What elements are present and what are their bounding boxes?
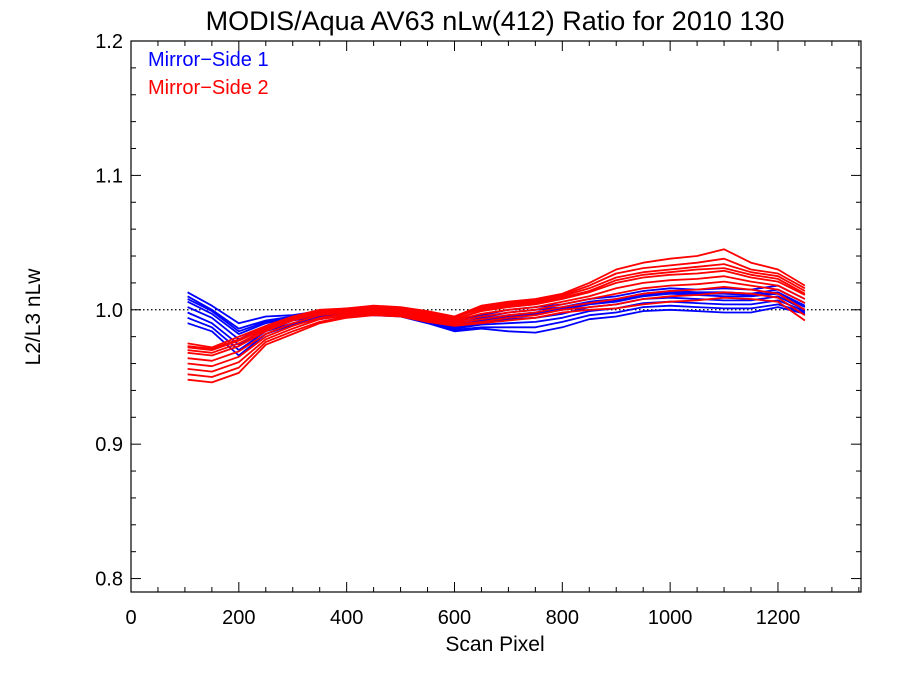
x-tick-label: 1000 <box>648 607 693 629</box>
x-tick-label: 1200 <box>756 607 801 629</box>
x-tick-label: 600 <box>438 607 471 629</box>
legend-entry-mirror-side-2: Mirror−Side 2 <box>148 77 269 99</box>
plot-frame <box>130 40 862 593</box>
x-tick-label: 200 <box>222 607 255 629</box>
x-axis-label: Scan Pixel <box>445 633 544 656</box>
y-tick-label: 1.1 <box>95 165 123 187</box>
x-tick-label: 400 <box>330 607 363 629</box>
series-line-mirror-side-2-13 <box>187 285 806 373</box>
series-line-mirror-side-2-14 <box>187 291 806 378</box>
y-axis-label: L2/L3 nLw <box>22 268 45 366</box>
x-tick-label: 800 <box>546 607 579 629</box>
series-line-mirror-side-1-6 <box>187 306 806 357</box>
series-line-mirror-side-2-17 <box>187 267 806 354</box>
chart-title: MODIS/Aqua AV63 nLw(412) Ratio for 2010 … <box>206 6 785 36</box>
series-line-mirror-side-2-12 <box>187 280 806 368</box>
series-line-mirror-side-2-16 <box>187 257 806 350</box>
legend-entry-mirror-side-1: Mirror−Side 1 <box>148 49 269 71</box>
series-line-mirror-side-2-8 <box>187 248 806 349</box>
x-tick-label: 0 <box>125 607 136 629</box>
series-line-mirror-side-2-15 <box>187 296 806 384</box>
y-tick-label: 0.9 <box>95 434 123 456</box>
plot-area: 0 200 400 600 800 1000 1200 0.8 0.9 1.0 1.1 1.2 <box>95 31 862 629</box>
y-tick-label: 1.0 <box>95 300 123 322</box>
series-line-mirror-side-2-11 <box>187 275 806 362</box>
y-tick-label: 1.2 <box>95 31 123 53</box>
series-line-mirror-side-2-10 <box>187 269 806 357</box>
y-tick-label: 0.8 <box>95 569 123 591</box>
